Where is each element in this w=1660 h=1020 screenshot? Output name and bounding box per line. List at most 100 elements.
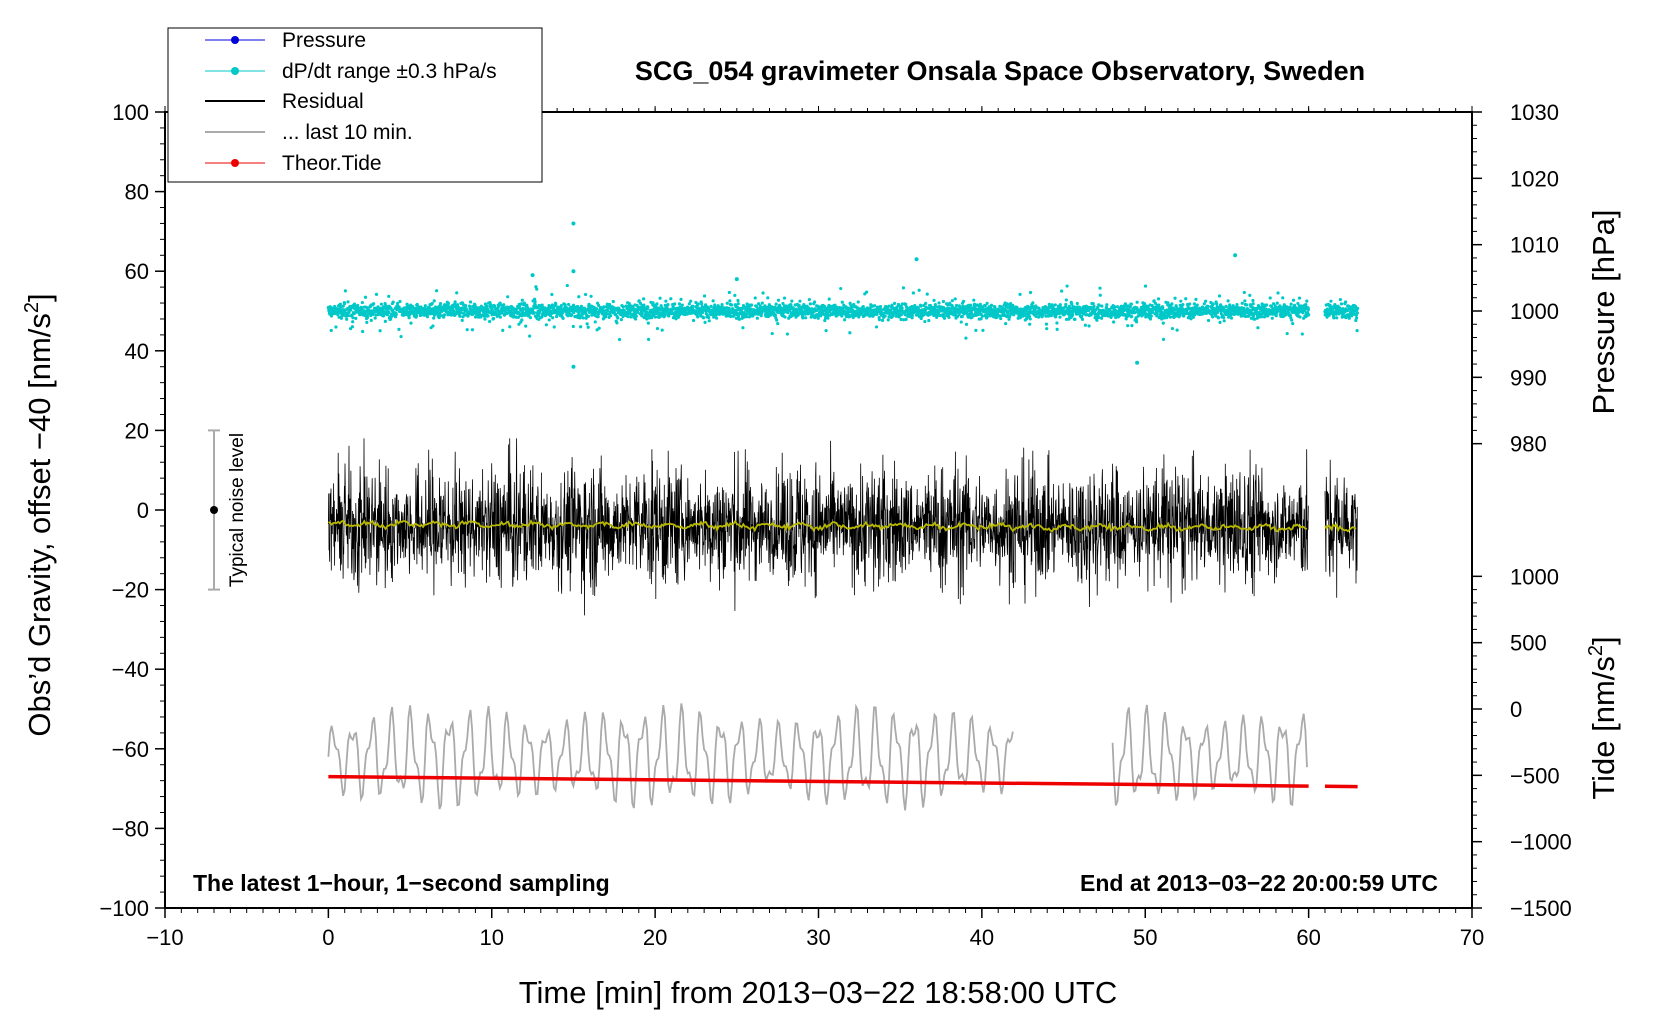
dpdt-point	[1080, 317, 1085, 321]
dpdt-point	[1095, 318, 1099, 322]
dpdt-point	[1148, 317, 1153, 321]
dpdt-point	[485, 304, 489, 308]
pressure-tick-label: 1000	[1510, 299, 1559, 324]
dpdt-point	[1289, 302, 1293, 306]
dpdt-point	[1130, 315, 1134, 319]
tide-tick-label: 0	[1510, 697, 1522, 722]
dpdt-point	[1354, 316, 1359, 320]
dpdt-point	[1115, 305, 1120, 309]
dpdt-point	[605, 309, 610, 313]
dpdt-point	[642, 297, 646, 301]
dpdt-point	[689, 299, 693, 303]
dpdt-point	[1018, 316, 1022, 320]
dpdt-point	[700, 311, 705, 315]
dpdt-point	[1332, 316, 1336, 320]
dpdt-point	[1097, 315, 1101, 320]
dpdt-point	[889, 308, 893, 313]
dpdt-point	[1135, 300, 1139, 304]
dpdt-point	[1166, 301, 1170, 305]
dpdt-point	[978, 310, 982, 314]
dpdt-point	[1149, 314, 1153, 318]
dpdt-point	[594, 307, 599, 311]
y-axis-label-left-main: Obs’d Gravity, offset −40 [nm/s	[22, 313, 57, 737]
dpdt-point	[701, 316, 706, 320]
dpdt-point	[1155, 312, 1159, 316]
y-axis-label-tide-sup: 2	[1585, 645, 1607, 656]
dpdt-point	[781, 301, 785, 306]
dpdt-point	[1216, 316, 1221, 320]
dpdt-point	[363, 295, 368, 299]
dpdt-point	[816, 316, 820, 320]
dpdt-point	[942, 313, 946, 318]
dpdt-point	[875, 312, 879, 317]
dpdt-point	[753, 296, 757, 300]
dpdt-point	[713, 303, 717, 307]
y-left-tick-label: −40	[112, 657, 149, 682]
dpdt-point	[352, 312, 356, 316]
dpdt-point	[1355, 328, 1359, 333]
dpdt-point	[1057, 311, 1061, 316]
dpdt-point	[387, 311, 391, 315]
dpdt-point	[438, 302, 443, 306]
dpdt-point	[901, 286, 906, 290]
dpdt-point	[655, 326, 660, 331]
dpdt-point	[409, 321, 413, 325]
dpdt-point	[586, 314, 591, 318]
dpdt-point	[640, 312, 644, 316]
dpdt-point	[1306, 307, 1310, 312]
dpdt-point	[464, 303, 468, 308]
dpdt-point	[349, 308, 353, 312]
dpdt-point	[358, 313, 363, 317]
dpdt-point	[522, 301, 527, 305]
dpdt-point	[900, 302, 905, 306]
dpdt-point	[827, 297, 831, 301]
dpdt-point	[1036, 315, 1041, 319]
dpdt-point	[1105, 303, 1109, 307]
dpdt-point	[950, 299, 954, 303]
dpdt-point	[398, 299, 402, 304]
dpdt-point	[1133, 311, 1137, 315]
dpdt-point	[1218, 320, 1222, 324]
dpdt-point	[1058, 303, 1062, 307]
dpdt-point	[1007, 317, 1011, 321]
dpdt-point	[423, 304, 427, 308]
dpdt-point	[745, 315, 749, 319]
dpdt-point	[343, 289, 347, 293]
dpdt-point	[611, 299, 615, 304]
dpdt-point	[1335, 316, 1339, 320]
y-left-tick-label: 0	[137, 498, 149, 523]
dpdt-point	[1005, 302, 1009, 306]
dpdt-point	[749, 303, 754, 307]
dpdt-point	[1129, 302, 1133, 306]
dpdt-point	[1070, 313, 1075, 317]
dpdt-point	[589, 294, 593, 298]
dpdt-point	[1204, 299, 1208, 303]
dpdt-point	[369, 318, 373, 322]
y-axis-label-left: Obs’d Gravity, offset −40 [nm/s2]	[21, 293, 57, 736]
dpdt-point	[486, 314, 490, 318]
dpdt-point	[397, 305, 401, 309]
dpdt-point	[736, 314, 741, 318]
dpdt-point	[925, 292, 929, 296]
dpdt-point	[660, 328, 664, 332]
dpdt-point	[397, 327, 401, 331]
dpdt-point	[1053, 303, 1057, 307]
dpdt-point	[1011, 303, 1015, 307]
dpdt-point	[374, 292, 379, 296]
dpdt-point	[1078, 306, 1082, 310]
dpdt-point	[1184, 297, 1188, 301]
dpdt-point	[615, 321, 619, 325]
y-axis-label-pressure: Pressure [hPa]	[1586, 209, 1621, 414]
dpdt-point	[593, 320, 597, 324]
y-left-tick-label: −20	[112, 578, 149, 603]
dpdt-point	[761, 291, 765, 295]
dpdt-point	[1189, 317, 1193, 321]
dpdt-point	[407, 316, 411, 320]
dpdt-point	[960, 314, 964, 319]
legend-pressure-dot	[231, 36, 239, 44]
dpdt-point	[1275, 301, 1279, 305]
dpdt-point	[551, 316, 555, 320]
dpdt-point	[651, 301, 655, 305]
dpdt-point	[1028, 322, 1032, 326]
dpdt-point	[1222, 315, 1226, 320]
